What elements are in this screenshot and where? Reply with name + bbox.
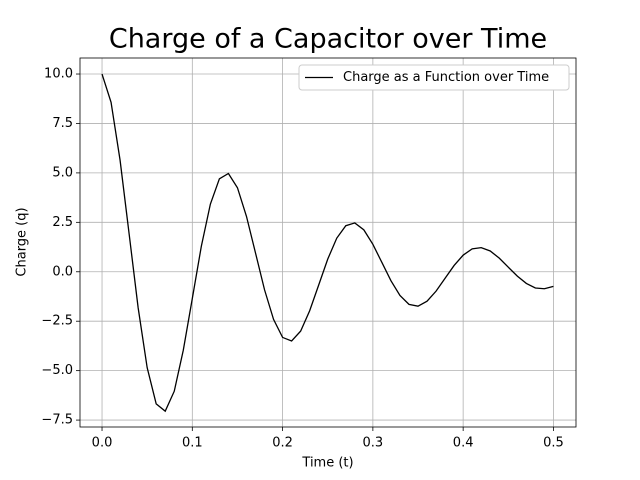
x-tick-label: 0.4 [453, 436, 474, 451]
y-axis-label: Charge (q) [15, 207, 30, 276]
legend-label: Charge as a Function over Time [343, 70, 549, 85]
y-tick-label: −5.0 [41, 363, 73, 378]
x-tick-label: 0.0 [92, 436, 113, 451]
plot-frame [79, 57, 577, 428]
y-tick-label: 5.0 [52, 165, 73, 180]
y-tick-label: −2.5 [41, 314, 73, 329]
y-tick-label: 2.5 [52, 215, 73, 230]
chart-title: Charge of a Capacitor over Time [109, 24, 547, 55]
y-tick-label: 10.0 [44, 67, 73, 82]
y-tick-label: 0.0 [52, 264, 73, 279]
legend-box [298, 64, 570, 91]
x-tick-label: 0.2 [272, 436, 293, 451]
x-axis-label: Time (t) [301, 456, 353, 471]
x-tick-label: 0.1 [182, 436, 203, 451]
x-tick-label: 0.5 [543, 436, 564, 451]
data-line [101, 73, 554, 413]
y-tick-label: −7.5 [41, 413, 73, 428]
x-tick-label: 0.3 [363, 436, 384, 451]
y-tick-label: 7.5 [52, 116, 73, 131]
